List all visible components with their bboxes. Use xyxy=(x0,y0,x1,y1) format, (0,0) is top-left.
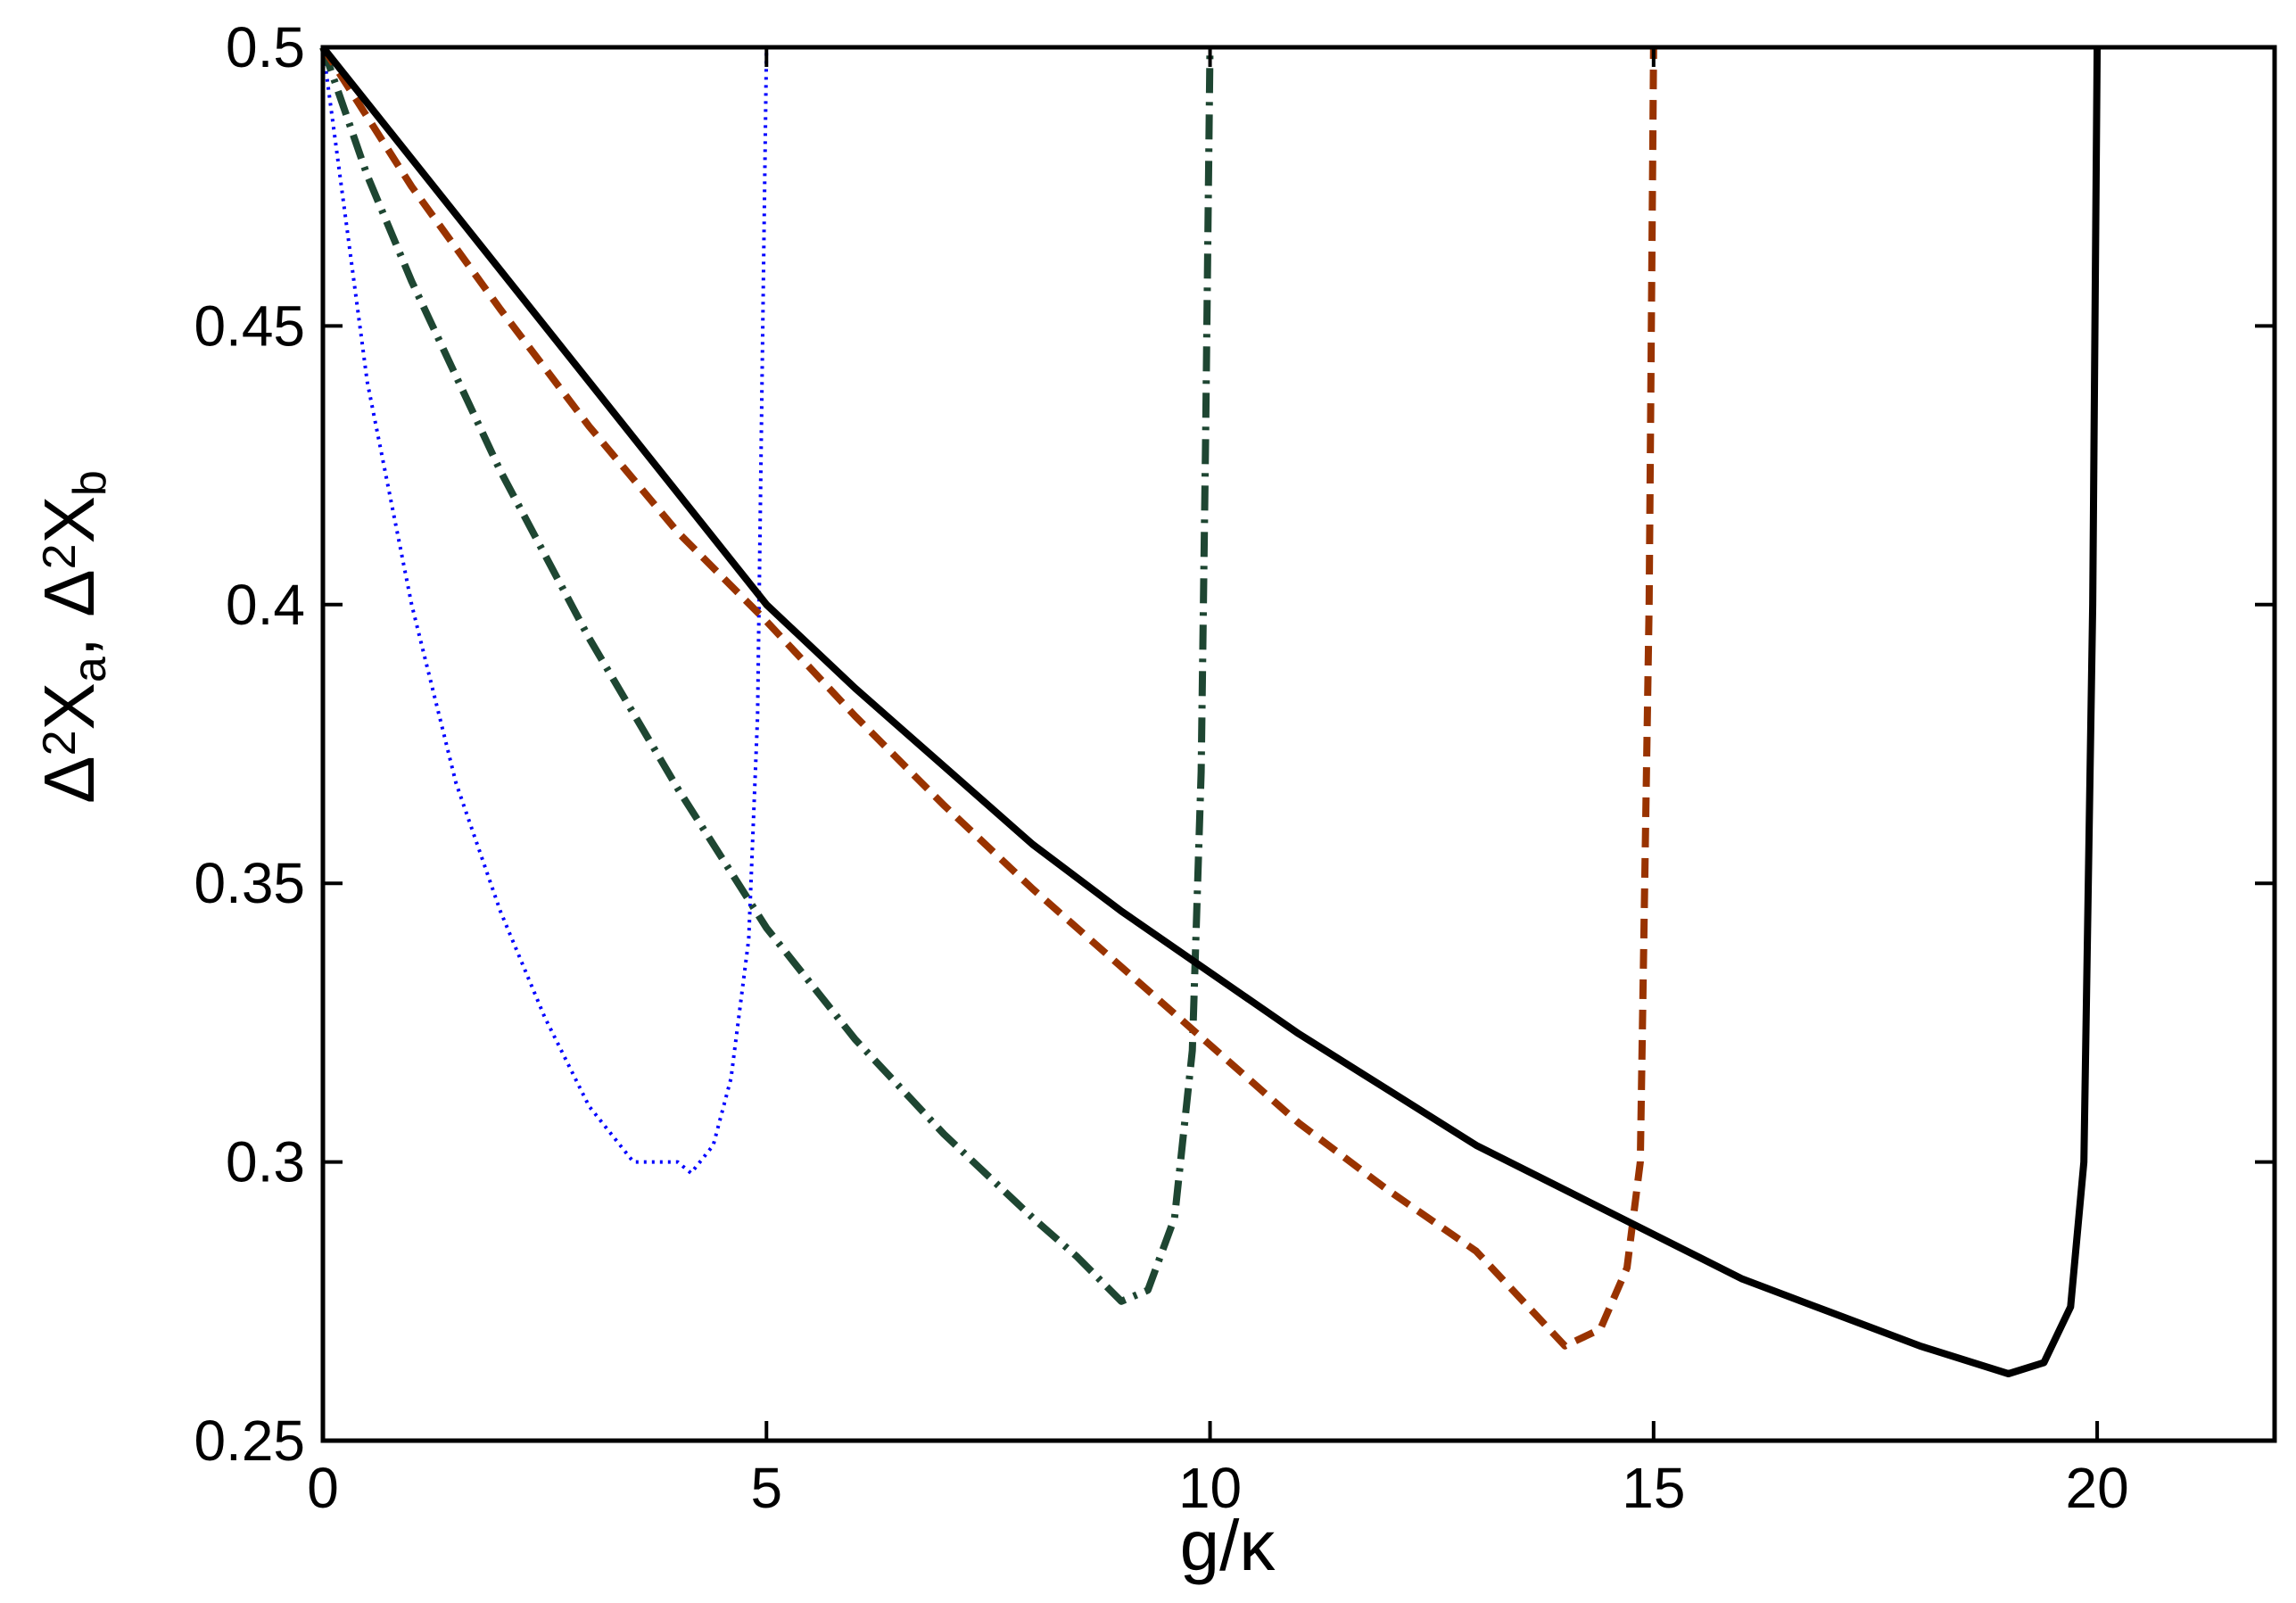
y-axis-title-part-7: b xyxy=(64,470,116,496)
series-line-1 xyxy=(321,46,769,1176)
y-axis-title-part-2: X xyxy=(29,682,109,730)
y-tick-label: 0.5 xyxy=(226,15,305,79)
y-axis-title-part-6: X xyxy=(29,496,109,543)
y-tick-label: 0.3 xyxy=(226,1130,305,1194)
y-tick-label: 0.45 xyxy=(194,293,305,358)
y-tick-label: 0.25 xyxy=(194,1409,305,1473)
series-line-4 xyxy=(319,45,2102,1377)
series-line-3 xyxy=(319,45,1657,1350)
y-tick-label: 0.35 xyxy=(194,851,305,915)
x-tick-label: 15 xyxy=(1622,1456,1685,1520)
x-tick-label: 0 xyxy=(307,1456,339,1520)
y-axis-title-part-5: 2 xyxy=(34,543,86,569)
y-axis-title-part-3: a xyxy=(64,657,116,682)
y-axis-title-part-0: Δ xyxy=(29,756,109,803)
series-line-2 xyxy=(319,45,1214,1305)
y-axis-ticks: 0.25 0.3 0.35 0.4 0.45 0.5 xyxy=(194,15,2275,1473)
x-axis-ticks: 0 5 10 15 20 xyxy=(307,47,2129,1520)
x-tick-label: 10 xyxy=(1178,1456,1242,1520)
y-axis-title: Δ2Xa, Δ2Xb xyxy=(29,470,116,804)
x-tick-label: 20 xyxy=(2065,1456,2128,1520)
series-layer xyxy=(319,45,2102,1377)
plot-frame xyxy=(320,45,2277,1443)
y-axis-title-part-4: , Δ xyxy=(29,569,109,657)
x-axis-title: g/κ xyxy=(1180,1506,1276,1585)
y-axis-title-part-1: 2 xyxy=(34,731,86,756)
x-tick-label: 5 xyxy=(750,1456,782,1520)
y-tick-label: 0.4 xyxy=(226,573,305,637)
